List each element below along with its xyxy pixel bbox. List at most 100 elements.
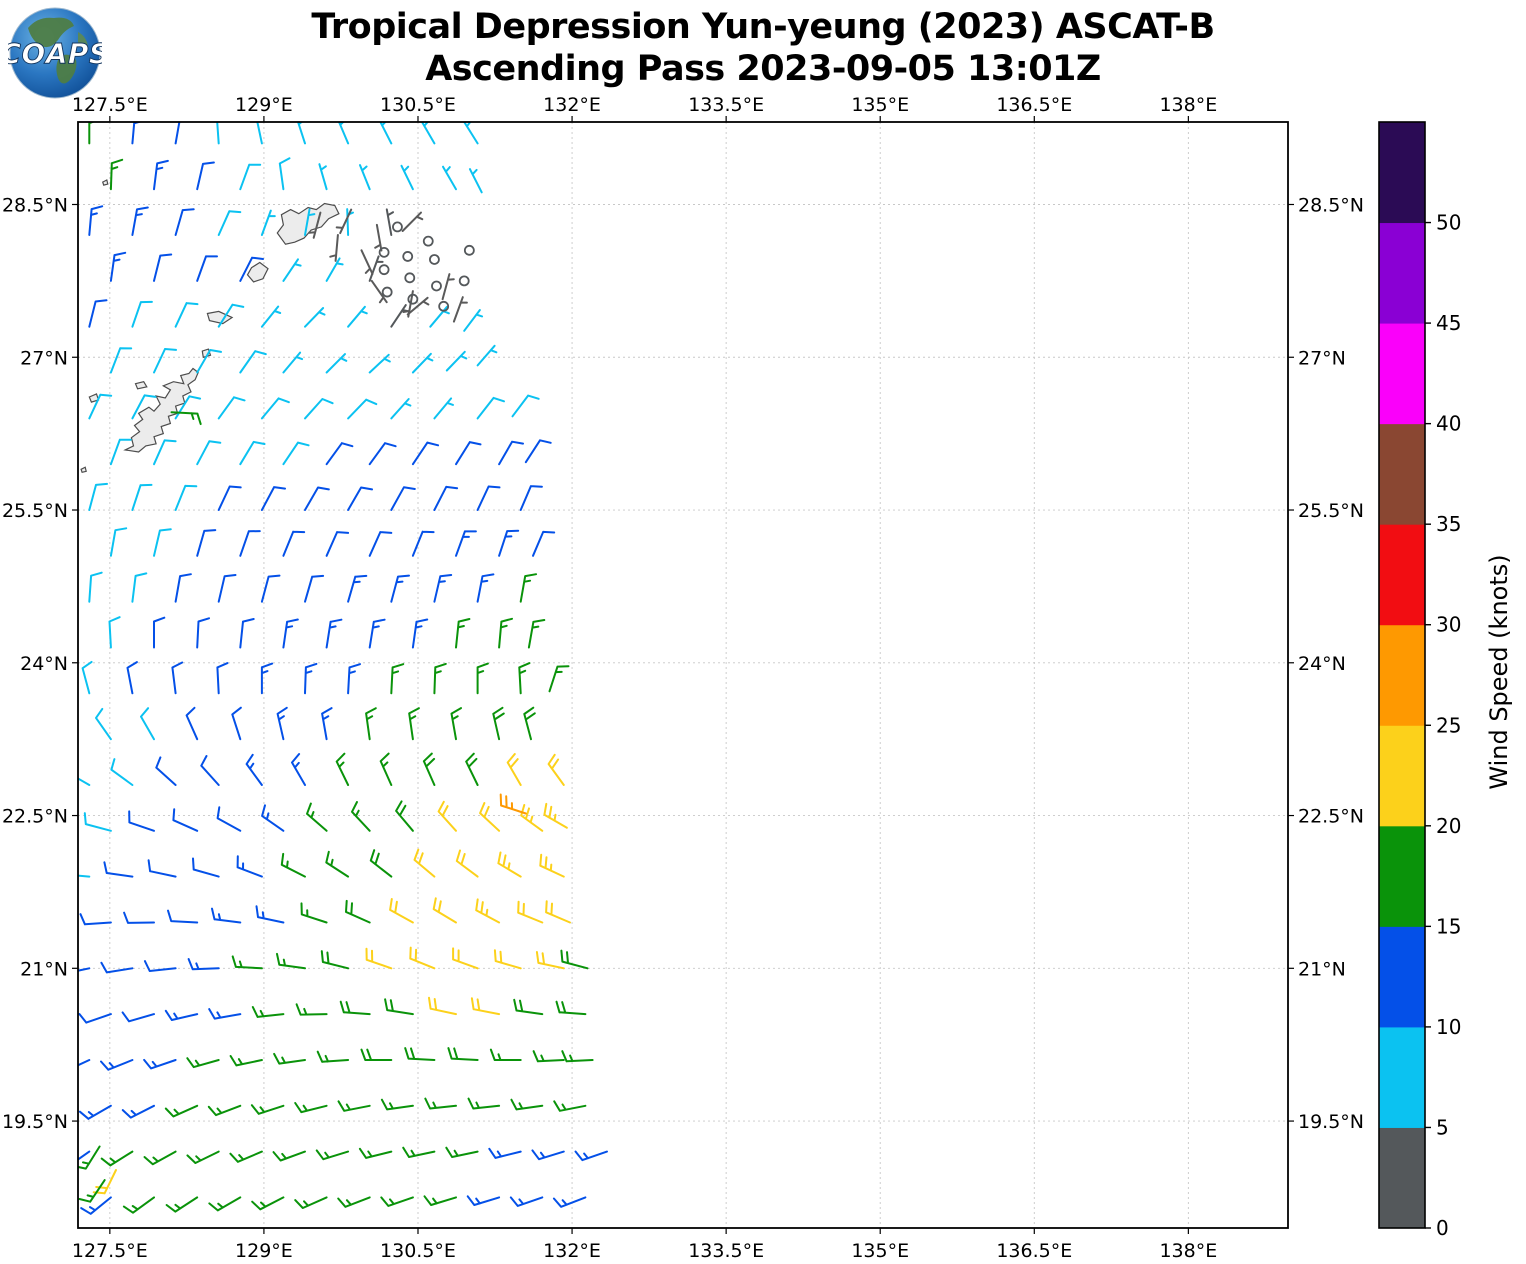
- wind-barb: [131, 300, 153, 328]
- wind-barb: [401, 211, 424, 232]
- wind-barb: [476, 662, 489, 695]
- wind-barb: [164, 1009, 199, 1021]
- wind-barb: [506, 753, 522, 786]
- wind-barb: [347, 486, 373, 511]
- wind-barb: [216, 662, 229, 695]
- wind-barb: [147, 859, 177, 878]
- axis-tick-label: 135°E: [851, 94, 909, 116]
- wind-barb: [476, 573, 495, 603]
- axis-tick-label: 25.5°N: [1298, 500, 1364, 522]
- wind-barb: [103, 861, 134, 878]
- wind-barb: [109, 347, 133, 374]
- wind-barb: [455, 441, 482, 466]
- wind-barb: [174, 208, 195, 236]
- axis-tick-label: 22.5°N: [2, 806, 68, 828]
- colorbar-tick-label: 0: [1436, 1216, 1449, 1240]
- wind-barb: [519, 485, 543, 511]
- wind-barb: [236, 855, 263, 878]
- wind-barb: [108, 616, 121, 649]
- calm-wind-marker: [458, 275, 470, 287]
- wind-barb: [239, 163, 262, 191]
- calm-wind-marker: [378, 246, 390, 258]
- axis-tick-label: 28.5°N: [2, 194, 68, 216]
- colorbar-tick-label: 15: [1436, 914, 1461, 938]
- wind-barb: [498, 440, 524, 466]
- wind-barb: [339, 1000, 371, 1016]
- axis-tick-label: 25.5°N: [2, 500, 68, 522]
- map-gridlines: [78, 122, 1288, 1228]
- colorbar-bin: [1379, 122, 1425, 224]
- coaps-globe-icon: COAPS: [0, 7, 110, 99]
- wind-barb: [282, 530, 306, 557]
- wind-barb: [294, 1196, 328, 1209]
- calm-wind-marker: [381, 286, 393, 298]
- wind-barb: [185, 706, 199, 741]
- wind-barb: [489, 1048, 522, 1061]
- wind-barb: [452, 947, 479, 970]
- wind-barb: [304, 307, 326, 328]
- wind-barb: [196, 161, 215, 191]
- wind-barb: [260, 209, 276, 236]
- wind-barb: [308, 211, 322, 239]
- wind-barb: [79, 913, 112, 926]
- wind-barb: [278, 157, 291, 191]
- axis-tick-label: 136.5°E: [996, 94, 1072, 116]
- wind-barb: [282, 258, 302, 282]
- wind-barb: [325, 257, 344, 282]
- wind-barb: [251, 1006, 285, 1018]
- wind-barb: [561, 1050, 594, 1063]
- wind-barb: [511, 394, 540, 418]
- wind-barb: [548, 665, 570, 693]
- axis-tick-label: 135°E: [851, 1240, 909, 1262]
- wind-barb: [239, 350, 267, 374]
- wind-barb: [131, 483, 153, 511]
- wind-barb: [499, 793, 527, 815]
- wind-barb: [368, 531, 393, 557]
- axis-tick-label: 21°N: [20, 958, 68, 980]
- wind-barb: [123, 911, 155, 924]
- colorbar-bin: [1379, 624, 1425, 726]
- wind-barb: [518, 662, 531, 695]
- wind-barb: [143, 960, 177, 972]
- colorbar-bin: [1379, 323, 1425, 425]
- wind-barb: [390, 304, 410, 328]
- wind-barb: [433, 397, 454, 420]
- wind-barb: [325, 442, 354, 466]
- wind-barb: [385, 208, 394, 236]
- axis-tick-label: 28.5°N: [1298, 194, 1364, 216]
- wind-barb: [406, 296, 430, 316]
- wind-barb: [466, 1195, 501, 1206]
- axis-tick-label: 132°E: [543, 94, 601, 116]
- wind-barb: [78, 1145, 101, 1170]
- axis-tick-label: 133.5°E: [688, 1240, 764, 1262]
- wind-barb: [143, 1058, 177, 1070]
- axis-tick-label: 21°N: [1298, 958, 1346, 980]
- wind-barb: [476, 396, 505, 420]
- calm-wind-marker: [422, 235, 434, 247]
- wind-barb: [260, 486, 286, 511]
- wind-barb: [347, 574, 368, 603]
- wind-barb: [369, 849, 393, 878]
- wind-barb: [359, 164, 371, 191]
- axis-tick-label: 22.5°N: [1298, 806, 1364, 828]
- wind-barb: [304, 662, 318, 695]
- wind-barb: [239, 440, 266, 466]
- wind-barb: [422, 752, 436, 786]
- axis-tick-label: 129°E: [235, 1240, 293, 1262]
- wind-barb: [424, 1097, 457, 1110]
- wind-barb: [260, 574, 281, 603]
- wind-barb: [78, 967, 91, 972]
- wind-barb: [380, 1098, 414, 1111]
- wind-barb: [411, 530, 435, 557]
- wind-barb: [109, 438, 132, 466]
- wind-barb: [524, 439, 552, 464]
- axis-tick-label: 27°N: [1298, 347, 1346, 369]
- calm-wind-marker: [407, 293, 419, 305]
- page-title: Tropical Depression Yun-yeung (2023) ASC…: [311, 7, 1215, 47]
- colorbar-tick-label: 35: [1436, 512, 1461, 536]
- wind-barb: [358, 1147, 393, 1159]
- wind-barb: [452, 296, 468, 323]
- axis-tick-label: 130.5°E: [380, 1240, 456, 1262]
- wind-barb: [380, 1196, 414, 1207]
- wind-barb: [492, 706, 505, 741]
